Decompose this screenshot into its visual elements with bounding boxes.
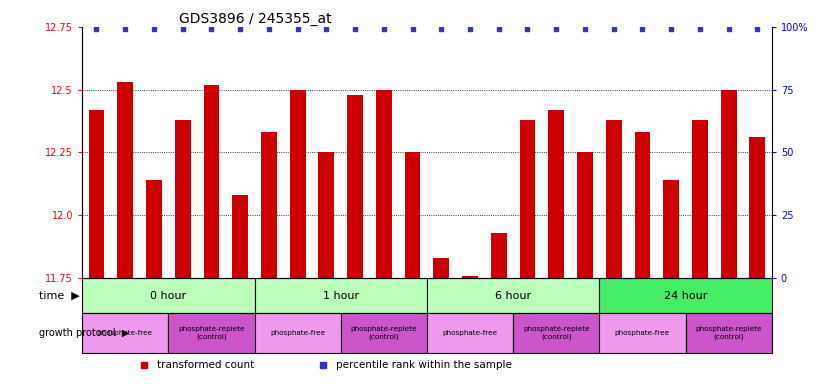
Text: 1 hour: 1 hour	[323, 291, 359, 301]
Text: phosphate-replete
(control): phosphate-replete (control)	[178, 326, 245, 340]
Text: phosphate-free: phosphate-free	[270, 330, 325, 336]
Bar	[750, 137, 765, 278]
Text: phosphate-replete
(control): phosphate-replete (control)	[523, 326, 589, 340]
Bar	[405, 152, 420, 278]
Bar	[255, 313, 341, 353]
Bar	[663, 180, 679, 278]
Bar	[599, 278, 772, 313]
Bar	[146, 180, 162, 278]
Bar	[520, 120, 535, 278]
Text: percentile rank within the sample: percentile rank within the sample	[336, 360, 511, 370]
Bar	[376, 90, 392, 278]
Text: phosphate-replete
(control): phosphate-replete (control)	[695, 326, 762, 340]
Bar	[255, 278, 427, 313]
Bar	[117, 82, 133, 278]
Bar	[635, 132, 650, 278]
Text: phosphate-free: phosphate-free	[615, 330, 670, 336]
Bar	[175, 120, 190, 278]
Bar	[427, 313, 513, 353]
Bar	[433, 258, 449, 278]
Bar	[513, 313, 599, 353]
Bar	[548, 110, 564, 278]
Text: growth protocol  ▶: growth protocol ▶	[39, 328, 130, 338]
Bar	[721, 90, 736, 278]
Text: transformed count: transformed count	[157, 360, 254, 370]
Bar	[82, 278, 255, 313]
Bar	[168, 313, 255, 353]
Text: 0 hour: 0 hour	[150, 291, 186, 301]
Text: 6 hour: 6 hour	[495, 291, 531, 301]
Text: phosphate-free: phosphate-free	[98, 330, 153, 336]
Bar	[577, 152, 593, 278]
Bar	[204, 84, 219, 278]
Bar	[692, 120, 708, 278]
Bar	[341, 313, 427, 353]
Bar	[462, 276, 478, 278]
Bar	[319, 152, 334, 278]
Bar	[491, 233, 507, 278]
Bar	[261, 132, 277, 278]
Bar	[89, 110, 104, 278]
Bar	[82, 313, 168, 353]
Text: GDS3896 / 245355_at: GDS3896 / 245355_at	[179, 12, 332, 26]
Bar	[427, 278, 599, 313]
Text: phosphate-replete
(control): phosphate-replete (control)	[351, 326, 417, 340]
Bar	[606, 120, 621, 278]
Bar	[599, 313, 686, 353]
Text: time  ▶: time ▶	[39, 291, 80, 301]
Text: phosphate-free: phosphate-free	[443, 330, 498, 336]
Bar	[347, 95, 363, 278]
Bar	[290, 90, 305, 278]
Bar	[232, 195, 248, 278]
Text: 24 hour: 24 hour	[664, 291, 707, 301]
Bar	[686, 313, 772, 353]
